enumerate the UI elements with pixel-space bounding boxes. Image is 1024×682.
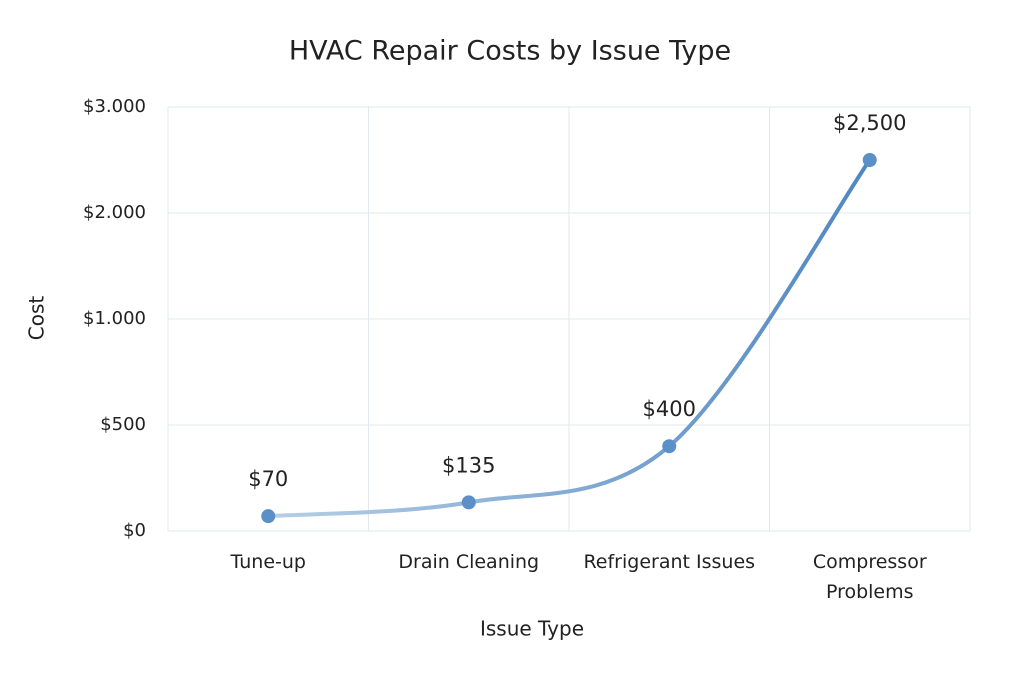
y-tick-label: $3.000: [83, 96, 146, 117]
y-tick-label: $0: [123, 520, 146, 541]
data-label: $135: [442, 453, 495, 477]
y-axis-title: Cost: [25, 296, 49, 341]
y-tick-label: $500: [100, 414, 146, 435]
x-axis-title: Issue Type: [480, 617, 584, 641]
point: [862, 153, 877, 167]
y-tick-label: $2.000: [83, 202, 146, 223]
point: [662, 439, 677, 454]
point: [461, 495, 476, 510]
x-tick-label: Refrigerant Issues: [583, 551, 756, 573]
x-tick-label: Tune-up: [230, 551, 306, 573]
data-label: $400: [643, 397, 696, 421]
x-tick-label: Compressor Problems: [812, 551, 927, 603]
x-tick-label: Drain Cleaning: [398, 551, 540, 573]
y-tick-label: $1.000: [83, 308, 146, 329]
point: [261, 509, 276, 524]
chart-title: HVAC Repair Costs by Issue Type: [289, 36, 731, 67]
data-label: $2,500: [833, 111, 906, 135]
data-label: $70: [248, 467, 288, 491]
line: [266, 158, 872, 519]
